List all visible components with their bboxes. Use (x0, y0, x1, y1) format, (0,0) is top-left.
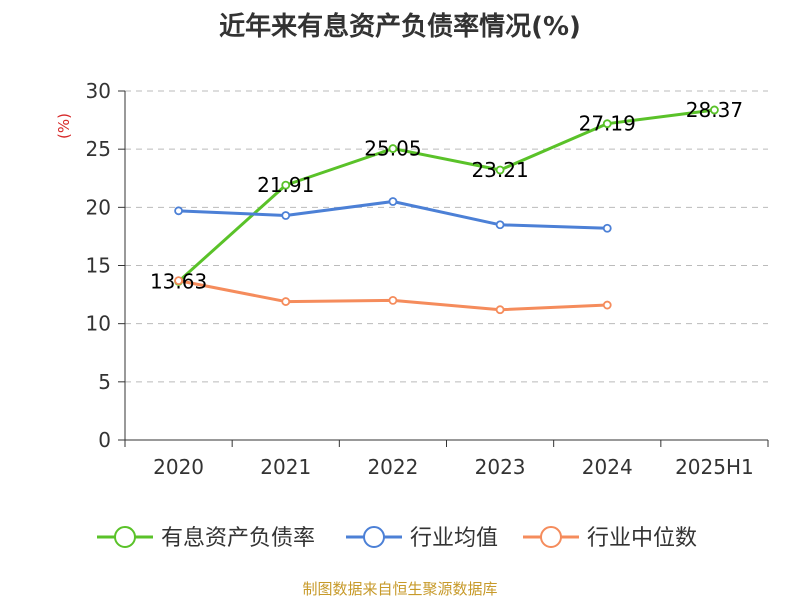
data-point (710, 105, 719, 115)
y-tick-label: 25 (86, 137, 111, 161)
data-label: 28.37 (686, 98, 743, 122)
data-label: 27.19 (579, 112, 636, 136)
legend-marker (540, 526, 562, 548)
data-label: 13.63 (150, 269, 207, 293)
data-point (602, 119, 612, 129)
data-point (602, 300, 612, 310)
y-axis-label: (%) (55, 113, 73, 139)
legend-marker (363, 526, 385, 548)
data-point (281, 297, 291, 306)
data-point (281, 211, 291, 220)
x-tick-label: 2022 (367, 455, 418, 479)
data-point (174, 276, 183, 286)
y-tick-label: 10 (86, 312, 111, 336)
legend-marker (114, 526, 136, 548)
series-lines (174, 105, 719, 315)
legend-label: 行业均值 (410, 526, 498, 551)
y-tick-label: 5 (98, 370, 111, 394)
series-line-2 (178, 279, 608, 312)
x-tick-label: 2024 (582, 455, 633, 479)
data-point (388, 197, 398, 206)
data-labels: 13.63 21.91 25.05 23.21 27.19 28.37 (150, 98, 743, 293)
chart-title: 近年来有息资产负债率情况(%) (219, 12, 581, 42)
legend-label: 有息资产负债率 (161, 526, 315, 551)
data-point (388, 144, 398, 153)
data-point (495, 305, 505, 315)
data-point (388, 295, 398, 305)
data-label: 25.05 (364, 137, 421, 161)
data-point (281, 180, 291, 190)
grid-lines (125, 90, 768, 383)
data-point (602, 223, 612, 233)
data-point (495, 220, 505, 230)
x-tick-label: 2020 (153, 455, 204, 479)
data-label: 21.91 (257, 173, 314, 197)
source-note: 制图数据来自恒生聚源数据库 (302, 580, 498, 598)
legend: 有息资产负债率 行业均值 行业中位数 (97, 526, 697, 551)
y-tick-label: 0 (98, 428, 111, 452)
legend-label: 行业中位数 (587, 526, 697, 551)
series-line-0 (177, 108, 715, 283)
y-tick-label: 15 (86, 254, 111, 278)
axes: 0 5 10 15 20 25 30 2020 2021 2022 2023 2024 2025H1 (86, 79, 769, 479)
data-point (495, 165, 505, 175)
x-tick-label: 2021 (260, 455, 311, 479)
x-tick-label: 2023 (475, 455, 526, 479)
data-point (174, 206, 183, 216)
x-tick-label: 2025H1 (675, 455, 754, 479)
y-tick-label: 20 (86, 195, 111, 219)
y-tick-label: 30 (86, 79, 111, 103)
data-label: 23.21 (471, 158, 528, 182)
